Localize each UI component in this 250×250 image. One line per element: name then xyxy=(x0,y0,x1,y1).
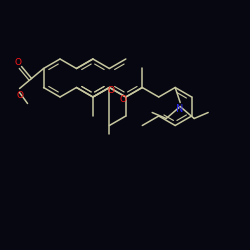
Text: O: O xyxy=(16,91,23,100)
Text: O: O xyxy=(108,86,115,95)
Text: O: O xyxy=(14,58,21,67)
Text: O: O xyxy=(119,94,126,104)
Text: N: N xyxy=(176,104,184,114)
